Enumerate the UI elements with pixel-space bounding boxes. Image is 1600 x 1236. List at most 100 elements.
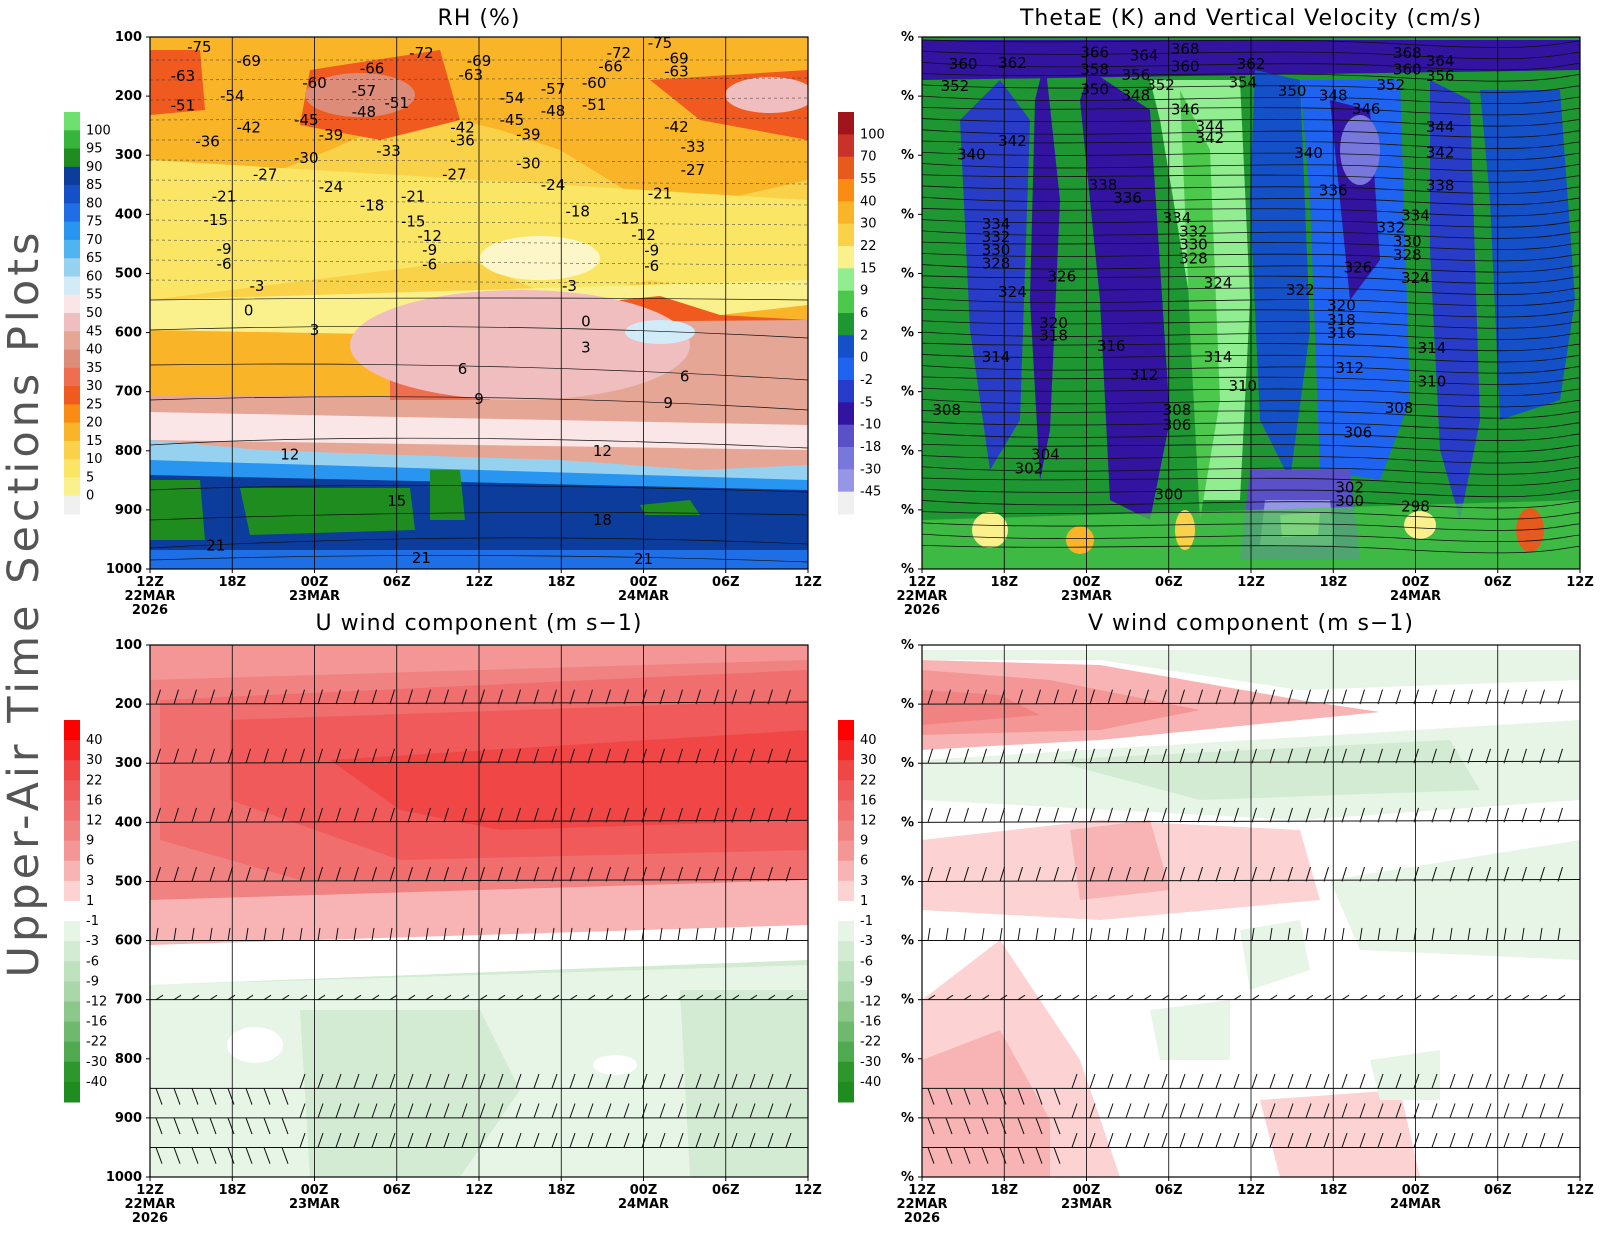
u-wind-barb bbox=[659, 866, 665, 882]
u-wind-barb bbox=[587, 748, 593, 764]
v-wind-barb bbox=[1377, 689, 1383, 705]
rh-contour-label: 0 bbox=[581, 312, 591, 330]
u-wind-barb bbox=[191, 689, 197, 705]
u-wind-barb bbox=[353, 1103, 360, 1119]
v-wind-barb bbox=[1485, 866, 1491, 882]
u-wind-barb bbox=[767, 748, 773, 764]
v-wind-barb bbox=[981, 1117, 989, 1135]
v-wind-barb bbox=[1485, 1103, 1492, 1119]
u-colorbar-swatch bbox=[64, 981, 80, 1002]
te-colorbar-label: -30 bbox=[860, 462, 881, 477]
v-wind-barb bbox=[1179, 748, 1185, 764]
te-colorbar-swatch bbox=[838, 156, 854, 180]
te-contour-label: 354 bbox=[1228, 74, 1257, 92]
te-contour-label: 316 bbox=[1327, 324, 1356, 342]
v-wind-barb bbox=[1161, 807, 1167, 823]
u-wind-barb bbox=[245, 927, 249, 941]
u-colorbar-label: 30 bbox=[86, 753, 103, 768]
v-wind-barb bbox=[1323, 1103, 1330, 1119]
rh-contour-label: -15 bbox=[615, 209, 640, 227]
v-wind-barb bbox=[1449, 748, 1455, 764]
thetae-isentrope bbox=[922, 219, 1580, 228]
v-wind-barb bbox=[1269, 1073, 1276, 1089]
v-wind-barb bbox=[1305, 807, 1311, 823]
v-wind-barb bbox=[1539, 1103, 1546, 1119]
thetae-isentrope bbox=[922, 185, 1580, 194]
u-xtick-label: 00Z bbox=[301, 1183, 329, 1198]
v-wind-barb bbox=[1377, 866, 1383, 882]
u-wind-barb bbox=[785, 1073, 792, 1089]
te-contour-label: 302 bbox=[1335, 478, 1364, 496]
u-xtick-label: 00Z bbox=[630, 1183, 658, 1198]
u-wind-barb bbox=[623, 994, 632, 1001]
v-colorbar-label: -30 bbox=[860, 1055, 881, 1070]
rh-contour-label: 21 bbox=[412, 549, 431, 567]
rh-dash-7 bbox=[150, 179, 808, 185]
v-wind-barb bbox=[1251, 807, 1257, 823]
rh-contour-label: -6 bbox=[217, 255, 232, 273]
v-wind-barb bbox=[1485, 1132, 1492, 1148]
v-wind-barb bbox=[1287, 1103, 1294, 1119]
rh-colorbar-swatch bbox=[64, 294, 80, 314]
rh-y-axis: 100 200 300 400 500 600 700 800 900 1000 bbox=[106, 30, 150, 577]
u-wind-barb bbox=[533, 994, 542, 1001]
u-wind-barb bbox=[263, 1147, 271, 1164]
u-wind-barb bbox=[515, 1073, 522, 1089]
te-contour-label: 358 bbox=[1080, 61, 1109, 79]
vwind-y-axis: %%%%%%%%%% bbox=[901, 638, 922, 1185]
te-colorbar-swatch bbox=[838, 313, 854, 336]
u-wind-barb bbox=[677, 1103, 684, 1119]
u-wind-barb bbox=[299, 994, 308, 1001]
v-wind-barb bbox=[1251, 994, 1260, 1001]
te-contour-label: 352 bbox=[1377, 76, 1406, 94]
u-wind-barb bbox=[479, 807, 485, 823]
rh-contour-label: -36 bbox=[450, 131, 475, 149]
v-wind-barb bbox=[1053, 748, 1059, 764]
v-wind-barb bbox=[1287, 689, 1293, 705]
v-colorbar-swatch bbox=[838, 900, 854, 922]
te-colorbar-label: 22 bbox=[860, 239, 877, 254]
u-wind-barb bbox=[371, 748, 377, 764]
v-wind-barb bbox=[1341, 807, 1347, 823]
v-wind-barb bbox=[1341, 1132, 1348, 1148]
v-wind-barb bbox=[1503, 807, 1509, 823]
u-wind-barb bbox=[533, 1103, 540, 1119]
u-wind-barb bbox=[659, 1132, 666, 1148]
rh-contour-label: -9 bbox=[644, 241, 659, 259]
u-wind-barb bbox=[263, 1088, 271, 1105]
te-colorbar-swatch bbox=[838, 424, 854, 448]
u-wind-barb bbox=[425, 689, 431, 705]
v-wind-barb bbox=[1377, 994, 1386, 1001]
v-wind-barb bbox=[1017, 866, 1023, 882]
v-wind-barb bbox=[1161, 689, 1167, 705]
rh-ytick-label: 900 bbox=[115, 503, 142, 518]
u-wind-barb bbox=[173, 994, 182, 1001]
u-colorbar-swatch bbox=[64, 820, 80, 842]
u-wind-barb bbox=[497, 866, 503, 882]
v-wind-barb bbox=[1251, 1103, 1258, 1119]
v-wind-barb bbox=[1143, 994, 1152, 1001]
v-wind-barb bbox=[1395, 689, 1401, 705]
thetae-isentrope bbox=[922, 500, 1580, 509]
rh-field-low-green-small bbox=[430, 470, 465, 520]
u-wind-barb bbox=[695, 866, 701, 882]
rh-contour-label: -48 bbox=[541, 102, 566, 120]
v-wind-barb bbox=[1539, 1132, 1546, 1148]
u-colorbar-swatch bbox=[64, 860, 80, 882]
u-wind-barb bbox=[587, 866, 593, 882]
rh-contour-label: -72 bbox=[409, 44, 434, 62]
u-wind-barb bbox=[353, 1073, 360, 1089]
rh-colorbar-swatch bbox=[64, 276, 80, 296]
v-wind-barb bbox=[1125, 748, 1131, 764]
thetae-isentrope bbox=[922, 129, 1580, 138]
v-wind-barb bbox=[1179, 1132, 1186, 1148]
v-wind-barb bbox=[1053, 807, 1059, 823]
u-ytick-label: 400 bbox=[115, 815, 142, 830]
te-xtick-label: 12Z bbox=[1237, 575, 1265, 590]
te-contour-label: 360 bbox=[949, 55, 978, 73]
rh-colorbar-swatch bbox=[64, 148, 80, 168]
u-wind-barb bbox=[605, 1132, 612, 1148]
u-wind-barb bbox=[749, 748, 755, 764]
te-contour-label: 348 bbox=[1122, 87, 1151, 105]
uwind-time-gridlines bbox=[231, 645, 727, 1177]
